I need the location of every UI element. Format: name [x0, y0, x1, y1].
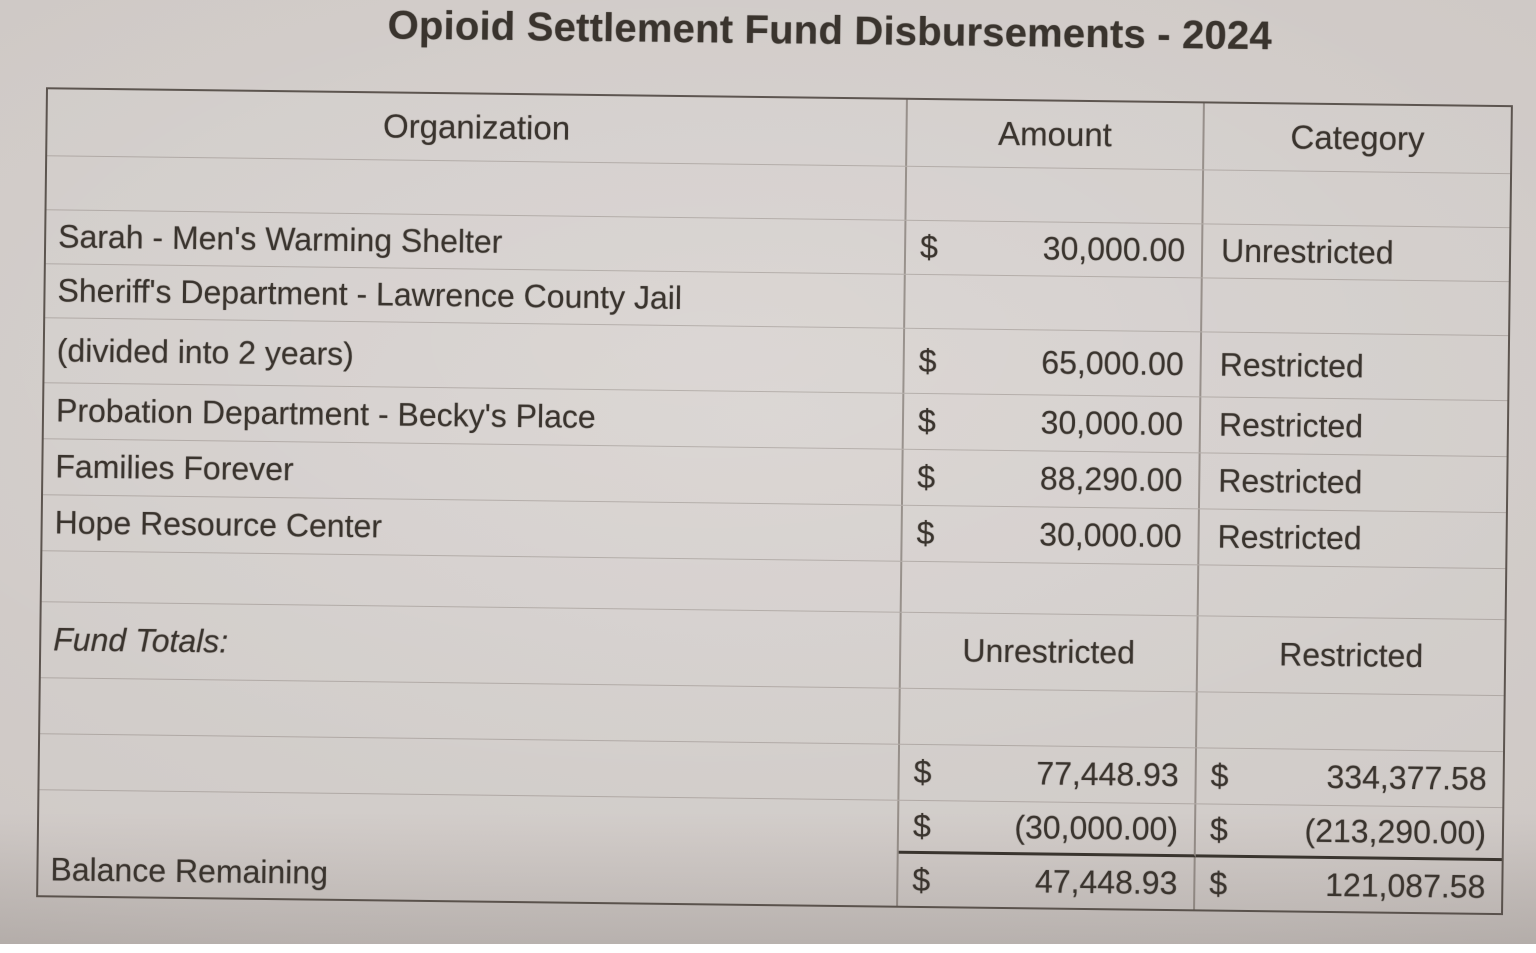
organization-name: Probation Department - Becky's Place	[55, 392, 596, 436]
dollar-sign: $	[1209, 865, 1228, 902]
disbursements-table: Organization Amount Category Sarah - Men…	[36, 87, 1513, 916]
organization-name: Sheriff's Department - Lawrence County J…	[57, 272, 683, 317]
balance-unrestricted-value: 47,448.93	[1034, 862, 1178, 901]
category-label: Unrestricted	[1220, 232, 1394, 271]
column-header-organization: Organization	[47, 89, 908, 166]
balance-remaining-label: Balance Remaining	[50, 850, 329, 891]
column-header-amount: Amount	[907, 99, 1205, 170]
organization-name: Hope Resource Center	[54, 504, 383, 545]
dollar-sign: $	[919, 229, 939, 266]
category-label: Restricted	[1218, 406, 1364, 445]
totals-column-header-restricted: Restricted	[1278, 636, 1424, 675]
dollar-sign: $	[1209, 811, 1229, 848]
amount-value: 30,000.00	[1042, 230, 1186, 269]
amount-value: 30,000.00	[1040, 404, 1184, 443]
category-label: Restricted	[1219, 346, 1364, 384]
balance-restricted-value: 121,087.58	[1324, 866, 1486, 905]
organization-name-continued: (divided into 2 years)	[56, 331, 355, 372]
organization-name: Sarah - Men's Warming Shelter	[57, 218, 503, 260]
fund-totals-label: Fund Totals:	[53, 621, 229, 660]
page-title: Opioid Settlement Fund Disbursements - 2…	[387, 3, 1273, 59]
dollar-sign: $	[913, 753, 932, 791]
amount-value: 30,000.00	[1039, 516, 1182, 555]
dollar-sign: $	[917, 459, 936, 496]
amount-value: 65,000.00	[1041, 344, 1184, 382]
dollar-sign: $	[917, 403, 937, 440]
dollar-sign: $	[918, 342, 937, 379]
dollar-sign: $	[912, 861, 931, 898]
total-restricted-value: 334,377.58	[1326, 759, 1487, 797]
amount-value: 88,290.00	[1039, 460, 1183, 499]
totals-column-header-unrestricted: Unrestricted	[962, 632, 1136, 671]
dollar-sign: $	[912, 807, 932, 844]
dollar-sign: $	[1210, 757, 1229, 794]
deduction-unrestricted-value: (30,000.00)	[1014, 808, 1179, 847]
organization-name: Families Forever	[55, 448, 294, 488]
category-label: Restricted	[1217, 518, 1362, 557]
total-unrestricted-value: 77,448.93	[1036, 755, 1179, 794]
deduction-restricted-value: (213,290.00)	[1304, 812, 1487, 851]
category-label: Restricted	[1218, 462, 1363, 501]
column-header-category: Category	[1290, 118, 1425, 158]
dollar-sign: $	[916, 515, 935, 552]
